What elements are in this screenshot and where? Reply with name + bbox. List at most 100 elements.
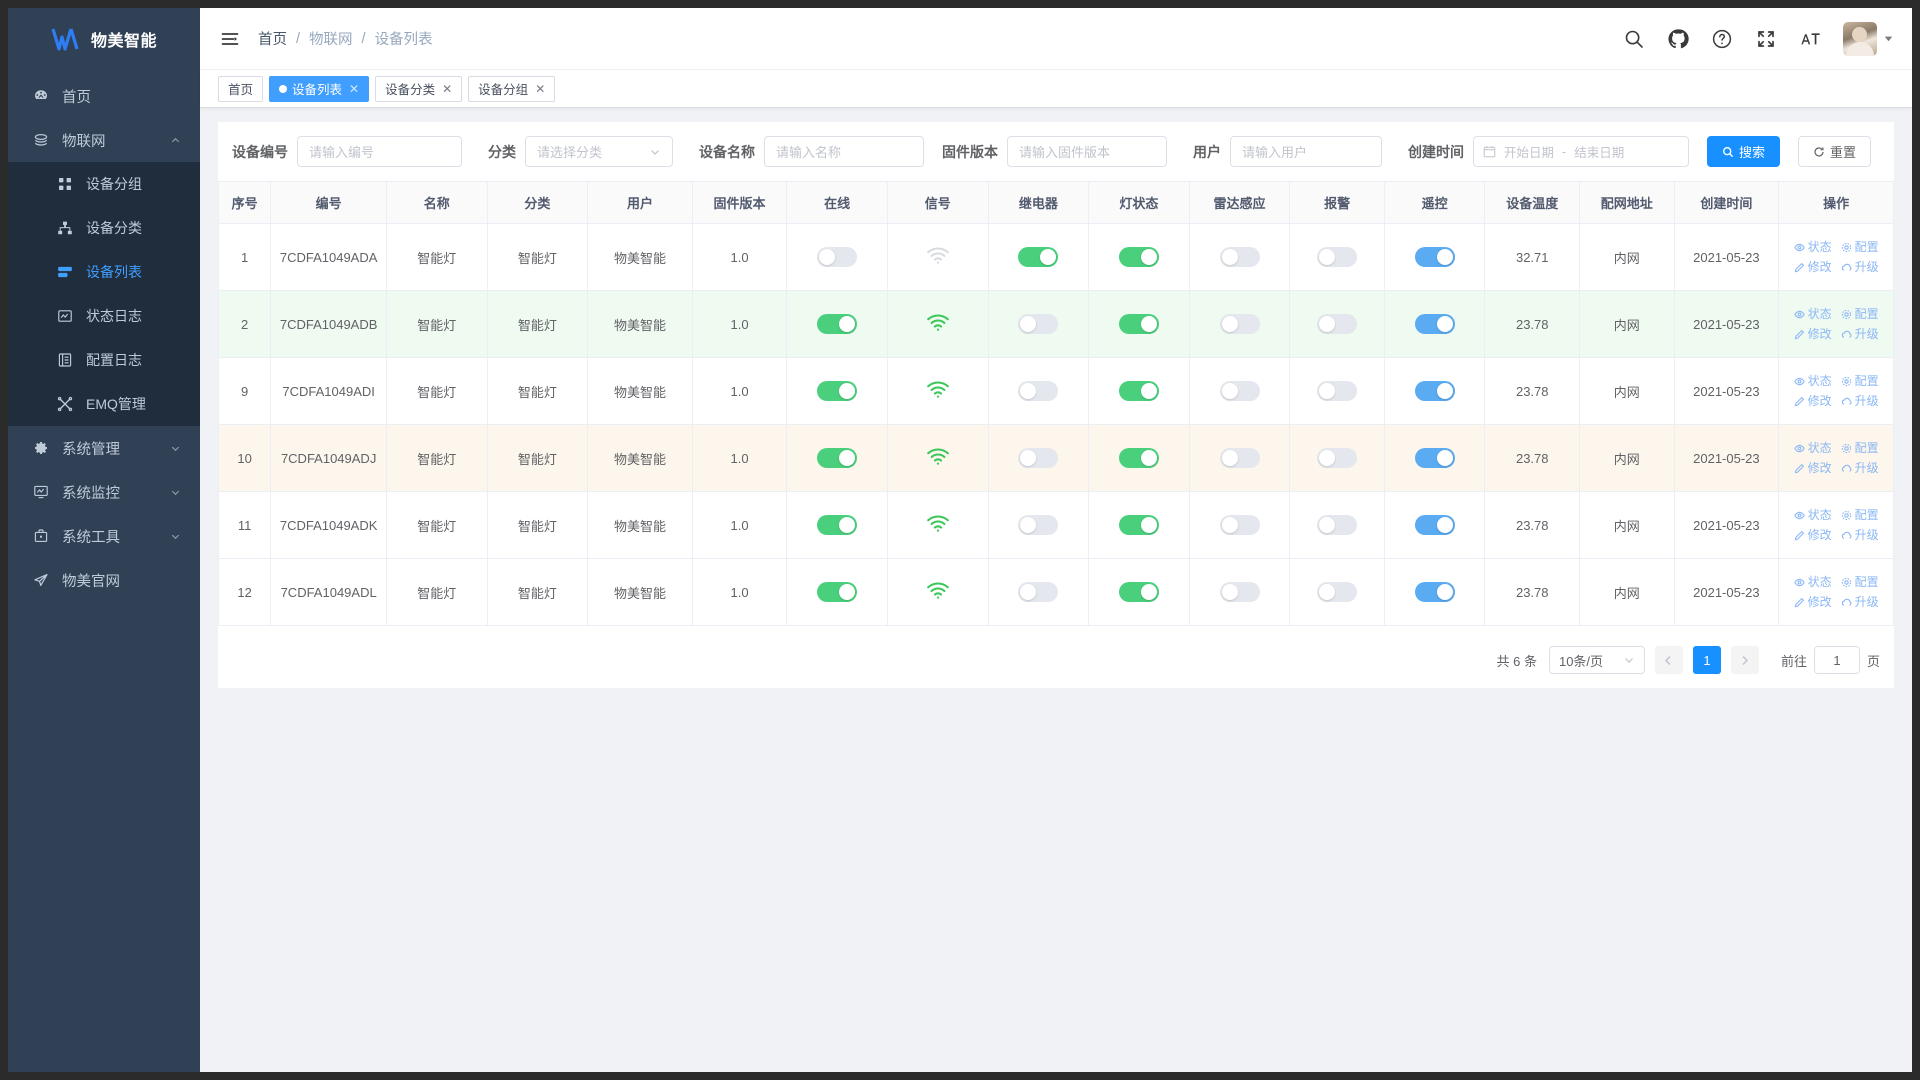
table-row[interactable]: 1 7CDFA1049ADA 智能灯 智能灯 物美智能 1.0 32.71 内网 2021-05… [217,223,1894,291]
table-row[interactable]: 12 7CDFA1049ADL 智能灯 智能灯 物美智能 1.0 23.78 内网 2021-0… [217,558,1894,626]
alarm-switch[interactable] [1317,314,1358,334]
light-switch[interactable] [1118,247,1159,267]
action-edit[interactable]: 修改 [1794,527,1832,544]
alarm-switch[interactable] [1317,582,1358,602]
sidebar-item-home[interactable]: 首页 [8,74,200,118]
light-switch[interactable] [1118,448,1159,468]
close-icon[interactable]: ✕ [535,81,546,96]
online-switch[interactable] [817,448,858,468]
action-edit[interactable]: 修改 [1794,326,1832,343]
relay-switch[interactable] [1018,314,1059,334]
alarm-switch[interactable] [1317,247,1358,267]
action-config[interactable]: 配置 [1841,373,1879,390]
jump-page-input[interactable]: 1 [1813,646,1860,674]
github-icon[interactable] [1667,28,1689,50]
sidebar-item-device-list[interactable]: 设备列表 [8,250,200,294]
prev-page-button[interactable] [1654,646,1683,674]
light-switch[interactable] [1118,515,1159,535]
firmware-input[interactable]: 请输入固件版本 [1007,136,1167,167]
online-switch[interactable] [817,314,858,334]
action-status[interactable]: 状态 [1793,373,1832,390]
tag-device-list[interactable]: 设备列表 ✕ [269,75,370,102]
remote-switch[interactable] [1414,448,1455,468]
sidebar-item-official-site[interactable]: 物美官网 [8,558,200,602]
page-size-select[interactable]: 10条/页 [1548,646,1645,674]
action-upgrade[interactable]: 升级 [1841,393,1879,410]
action-edit[interactable]: 修改 [1794,259,1832,276]
action-edit[interactable]: 修改 [1794,460,1832,477]
action-status[interactable]: 状态 [1793,440,1832,457]
font-size-icon[interactable] [1799,28,1821,50]
action-upgrade[interactable]: 升级 [1841,259,1879,276]
action-config[interactable]: 配置 [1841,507,1879,524]
fullscreen-icon[interactable] [1755,28,1777,50]
radar-switch[interactable] [1219,448,1260,468]
radar-switch[interactable] [1219,314,1260,334]
next-page-button[interactable] [1730,646,1759,674]
action-status[interactable]: 状态 [1793,306,1832,323]
created-date-range[interactable]: 开始日期 - 结束日期 [1473,136,1689,167]
close-icon[interactable]: ✕ [349,81,360,96]
device-name-input[interactable]: 请输入名称 [764,136,924,167]
online-switch[interactable] [817,381,858,401]
user-input[interactable]: 请输入用户 [1230,136,1382,167]
action-config[interactable]: 配置 [1841,574,1879,591]
tag-device-group[interactable]: 设备分组 ✕ [468,75,556,102]
breadcrumb-item-0[interactable]: 首页 [258,32,287,48]
action-status[interactable]: 状态 [1793,574,1832,591]
action-edit[interactable]: 修改 [1794,594,1832,611]
action-status[interactable]: 状态 [1793,507,1832,524]
table-row[interactable]: 11 7CDFA1049ADK 智能灯 智能灯 物美智能 1.0 23.78 内网 2021-0… [217,491,1894,559]
action-upgrade[interactable]: 升级 [1841,460,1879,477]
sidebar-item-device-group[interactable]: 设备分组 [8,162,200,206]
remote-switch[interactable] [1414,314,1455,334]
light-switch[interactable] [1118,582,1159,602]
table-row[interactable]: 2 7CDFA1049ADB 智能灯 智能灯 物美智能 1.0 23.78 内网 2021-05… [217,290,1894,358]
action-edit[interactable]: 修改 [1794,393,1832,410]
device-no-input[interactable]: 请输入编号 [297,136,462,167]
action-upgrade[interactable]: 升级 [1841,594,1879,611]
category-select[interactable]: 请选择分类 [525,136,673,167]
page-number-1[interactable]: 1 [1692,646,1721,674]
relay-switch[interactable] [1018,381,1059,401]
online-switch[interactable] [817,247,858,267]
tag-device-category[interactable]: 设备分类 ✕ [375,75,463,102]
alarm-switch[interactable] [1317,515,1358,535]
online-switch[interactable] [817,582,858,602]
relay-switch[interactable] [1018,515,1059,535]
sidebar-item-status-log[interactable]: 状态日志 [8,294,200,338]
search-button[interactable]: 搜索 [1707,136,1781,167]
radar-switch[interactable] [1219,515,1260,535]
close-icon[interactable]: ✕ [442,81,453,96]
action-status[interactable]: 状态 [1793,239,1832,256]
sidebar-item-emq[interactable]: EMQ管理 [8,382,200,426]
remote-switch[interactable] [1414,381,1455,401]
user-menu[interactable] [1843,21,1894,56]
breadcrumb-item-1[interactable]: 物联网 [309,32,353,48]
tag-home[interactable]: 首页 [218,75,264,102]
sidebar-item-config-log[interactable]: 配置日志 [8,338,200,382]
radar-switch[interactable] [1219,381,1260,401]
relay-switch[interactable] [1018,448,1059,468]
relay-switch[interactable] [1018,582,1059,602]
radar-switch[interactable] [1219,247,1260,267]
table-row[interactable]: 9 7CDFA1049ADI 智能灯 智能灯 物美智能 1.0 23.78 内网 2021-05… [217,357,1894,425]
alarm-switch[interactable] [1317,448,1358,468]
sidebar-item-system-tools[interactable]: 系统工具 [8,514,200,558]
reset-button[interactable]: 重置 [1798,136,1872,167]
action-upgrade[interactable]: 升级 [1841,527,1879,544]
sidebar-item-device-category[interactable]: 设备分类 [8,206,200,250]
sidebar-item-system-monitor[interactable]: 系统监控 [8,470,200,514]
remote-switch[interactable] [1414,582,1455,602]
action-config[interactable]: 配置 [1841,440,1879,457]
search-icon[interactable] [1623,28,1645,50]
remote-switch[interactable] [1414,515,1455,535]
action-config[interactable]: 配置 [1841,239,1879,256]
radar-switch[interactable] [1219,582,1260,602]
sidebar-logo[interactable]: 物美智能 [8,8,200,70]
relay-switch[interactable] [1018,247,1059,267]
remote-switch[interactable] [1414,247,1455,267]
table-row[interactable]: 10 7CDFA1049ADJ 智能灯 智能灯 物美智能 1.0 23.78 内网 2021-0… [217,424,1894,492]
online-switch[interactable] [817,515,858,535]
light-switch[interactable] [1118,314,1159,334]
